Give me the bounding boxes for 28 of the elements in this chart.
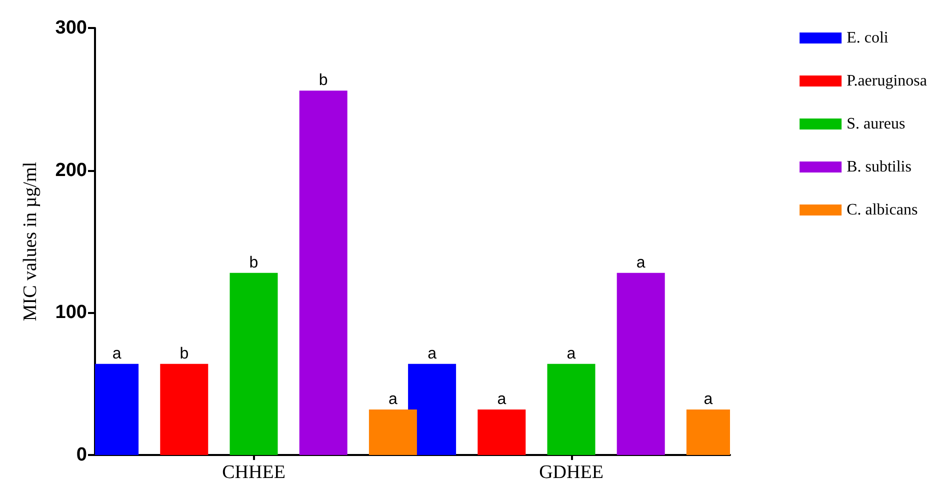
data-label: b <box>249 254 258 272</box>
legend-label: S. aureus <box>846 116 906 132</box>
data-label: a <box>497 390 506 408</box>
data-label: a <box>388 390 398 408</box>
y-tick-label: 100 <box>55 302 87 324</box>
bar <box>547 364 596 455</box>
data-label: a <box>704 390 713 408</box>
data-label: b <box>180 345 189 362</box>
bar <box>616 272 665 455</box>
legend-label: P.aeruginosa <box>846 72 928 90</box>
data-label: a <box>636 254 646 272</box>
bar <box>478 409 526 455</box>
bar <box>299 90 348 455</box>
y-tick-label: 200 <box>55 160 87 181</box>
bar <box>230 272 278 455</box>
y-axis-title: MIC values in µg/ml <box>20 162 41 322</box>
data-label: a <box>566 345 576 362</box>
x-tick-label: CHHEE <box>222 462 286 483</box>
y-tick-label: 300 <box>55 18 87 38</box>
legend-label: E. coli <box>846 30 889 46</box>
legend-label: B. subtilis <box>846 158 912 176</box>
y-tick-label: 0 <box>76 444 87 466</box>
data-label: a <box>112 345 122 362</box>
bar <box>160 364 208 455</box>
data-label: a <box>428 345 437 362</box>
x-tick-label: GDHEE <box>539 462 604 483</box>
data-label: b <box>318 72 328 90</box>
legend-label: C. albicans <box>846 202 918 218</box>
